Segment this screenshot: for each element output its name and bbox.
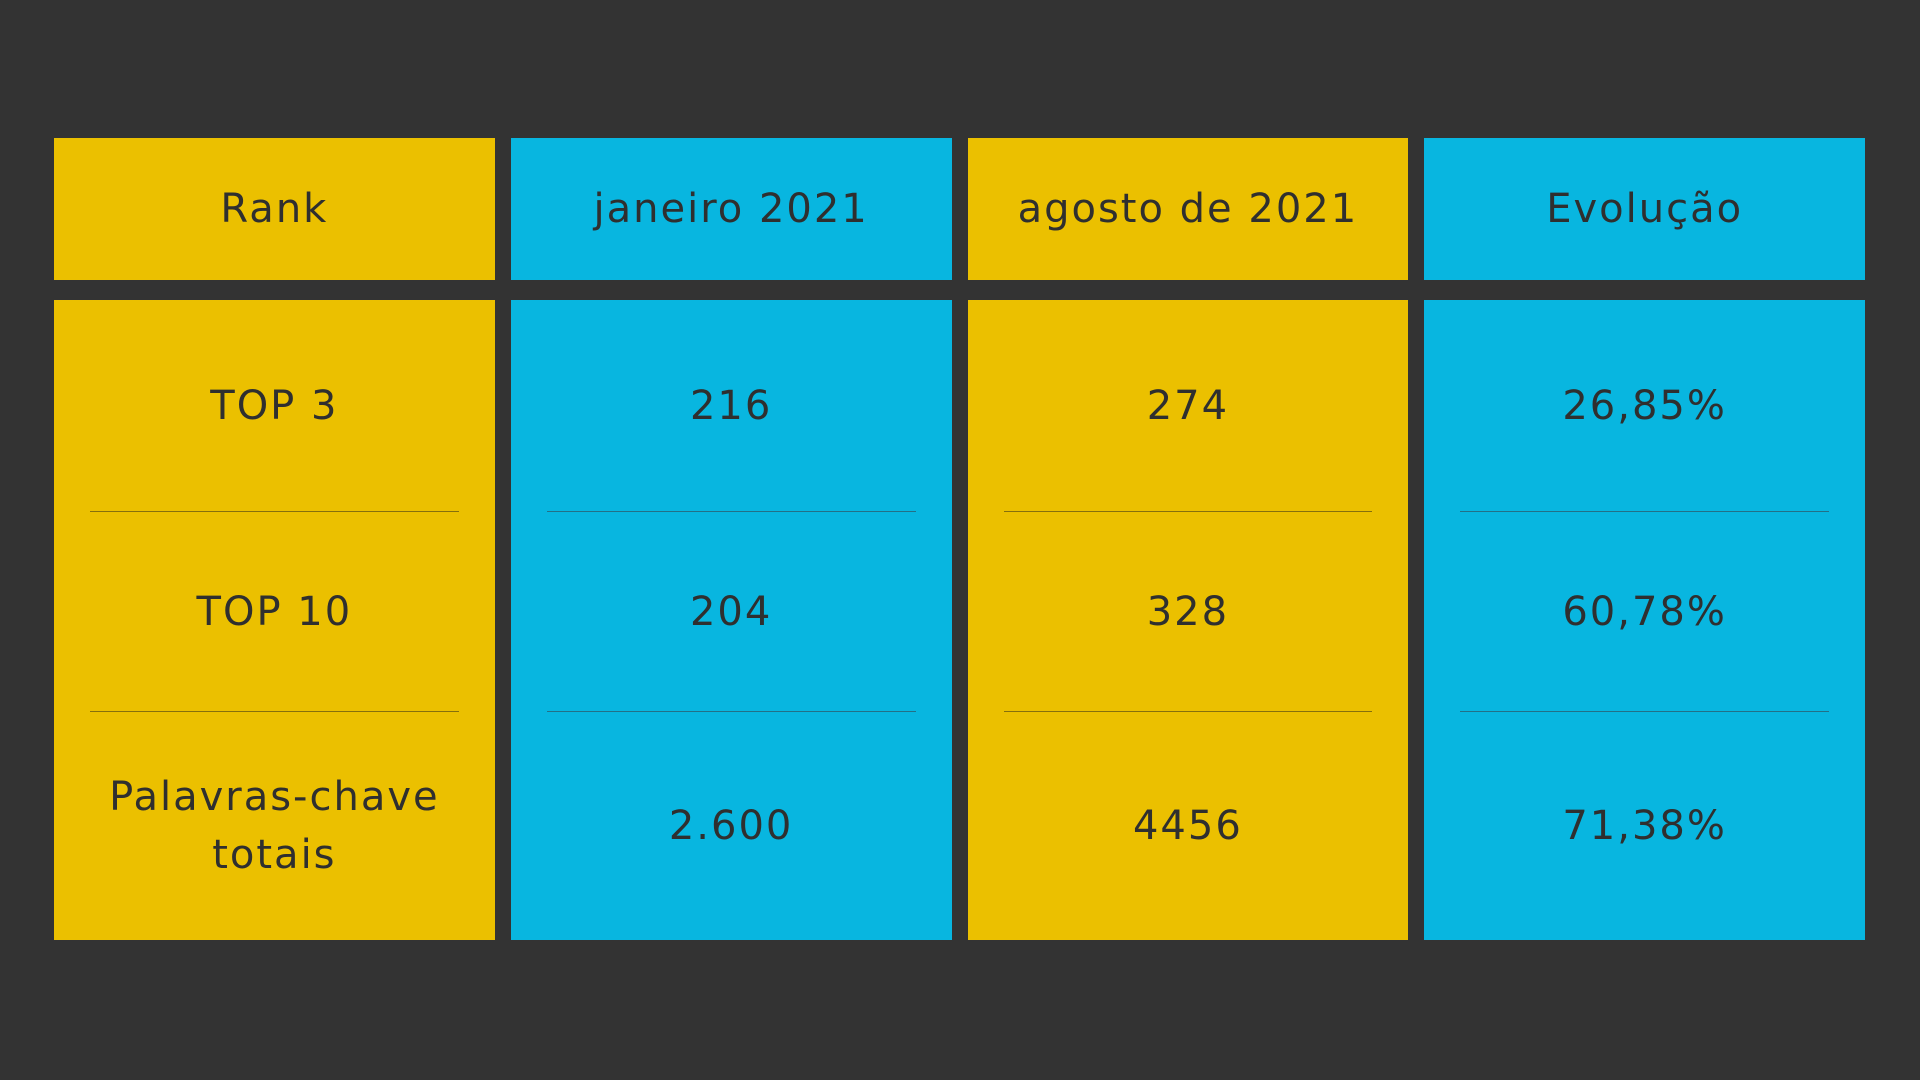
cell-text: 4456 [1132,803,1243,849]
table: Rank TOP 3 TOP 10 Palavras-chave totais jane… [54,138,1865,940]
table-row: 216 [547,300,916,511]
table-row: 274 [1004,300,1373,511]
header-text: Rank [220,186,329,232]
header-cell: Evolução [1424,138,1865,280]
table-row: 328 [1004,512,1373,711]
divider [1460,711,1829,712]
cell-text: 328 [1146,588,1230,635]
cell-text: 274 [1146,382,1230,429]
header-cell: agosto de 2021 [967,138,1409,280]
divider [546,511,916,512]
cell-text: Palavras-chave totais [109,774,440,878]
divider [1460,511,1829,512]
header-text: Evolução [1546,186,1744,232]
cell-text: 71,38% [1562,803,1727,849]
body-cell: 274 328 4456 [967,300,1409,940]
column: agosto de 2021 274 328 4456 [967,138,1409,940]
header-cell: Rank [54,138,495,280]
table-row: 2.600 [547,712,916,940]
column: janeiro 2021 216 204 2.600 [510,138,952,940]
body-cell: TOP 3 TOP 10 Palavras-chave totais [54,300,495,940]
divider [1003,711,1373,712]
cell-text: 60,78% [1562,588,1727,635]
table-row: TOP 10 [90,512,459,711]
cell-text: 204 [689,588,773,635]
cell-text: 26,85% [1562,382,1727,429]
cell-text: 216 [689,382,773,429]
divider [1003,511,1373,512]
column: Rank TOP 3 TOP 10 Palavras-chave totais [54,138,495,940]
table-row: 4456 [1004,712,1373,940]
table-row: 60,78% [1460,512,1829,711]
table-row: TOP 3 [90,300,459,511]
column: Evolução 26,85% 60,78% 71,38% [1424,138,1865,940]
cell-text: TOP 10 [196,588,353,635]
table-row: Palavras-chave totais [90,712,459,940]
divider [546,711,916,712]
divider [90,711,459,712]
body-cell: 26,85% 60,78% 71,38% [1424,300,1865,940]
header-cell: janeiro 2021 [510,138,952,280]
table-row: 71,38% [1460,712,1829,940]
cell-text: TOP 3 [210,382,339,429]
body-cell: 216 204 2.600 [510,300,952,940]
table-row: 26,85% [1460,300,1829,511]
cell-text: 2.600 [668,803,794,849]
table-row: 204 [547,512,916,711]
header-text: agosto de 2021 [1017,186,1359,232]
divider [90,511,459,512]
header-text: janeiro 2021 [593,186,869,232]
